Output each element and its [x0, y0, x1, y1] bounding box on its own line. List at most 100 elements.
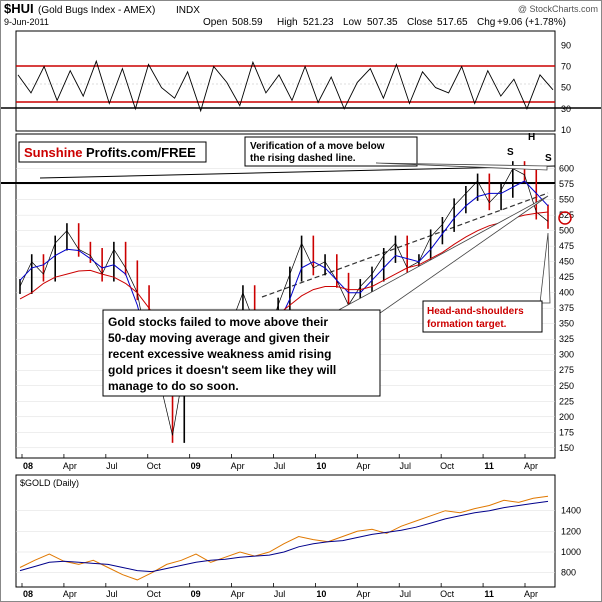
hui-tick-label: 600	[559, 164, 574, 174]
target-line-2: formation target.	[427, 319, 507, 330]
logo-frame	[18, 141, 207, 163]
low-value: 507.35	[367, 17, 398, 28]
hui-x-tick-label: Apr	[356, 461, 370, 471]
target-box	[422, 300, 543, 333]
gold-x-tick-label: Apr	[63, 589, 77, 599]
gold-tick-label: 1200	[561, 526, 581, 536]
gold-x-tick-label: 11	[484, 589, 494, 599]
gold-tick-label: 1000	[561, 547, 581, 557]
gold-ma-line	[19, 500, 549, 573]
hui-x-tick-label: Jul	[274, 461, 286, 471]
hui-tick-label: 375	[559, 303, 574, 313]
hui-tick-label: 550	[559, 195, 574, 205]
target-circle-marker	[558, 211, 572, 225]
target-pointer	[539, 232, 551, 304]
logo-profits: Profits.com/FREE	[86, 145, 196, 160]
verification-line-2: the rising dashed line.	[250, 153, 356, 164]
rsi-tick-label: 50	[561, 83, 571, 93]
hui-price-axis: 150 175 200 225 250 275 300 325 350 375 400 425 450 4…	[559, 164, 574, 453]
gold-grid	[16, 510, 555, 573]
gold-x-tick-label: 08	[23, 589, 33, 599]
gold-panel-title: $GOLD (Daily)	[20, 478, 79, 488]
hui-tick-label: 425	[559, 272, 574, 282]
watermark: @ StockCharts.com	[518, 4, 598, 14]
hui-x-tick-label: Oct	[440, 461, 455, 471]
gold-stocks-line-5: manage to do so soon.	[108, 379, 239, 393]
gold-x-tick-label: Apr	[231, 589, 245, 599]
low-label: Low	[343, 17, 362, 28]
gold-x-tick-label: 10	[316, 589, 326, 599]
rsi-axis: 10 30 50 70 90	[561, 40, 571, 135]
hui-x-tick-label: Jul	[106, 461, 118, 471]
logo-sunshine: Sunshine	[24, 145, 83, 160]
hui-tick-label: 400	[559, 288, 574, 298]
gold-x-tick-label: Oct	[440, 589, 455, 599]
hui-time-axis: 08 Apr Jul Oct 09 Apr Jul 10 Apr Jul Oct 11 Apr	[21, 454, 538, 471]
gold-stocks-line-3: recent excessive weakness amid rising	[108, 347, 331, 361]
hui-tick-label: 325	[559, 334, 574, 344]
hui-x-tick-label: 08	[23, 461, 33, 471]
hui-x-tick-label: Apr	[63, 461, 77, 471]
gold-stocks-line-4: gold prices it doesn't seem like they wi…	[108, 363, 336, 377]
chg-label: Chg	[477, 17, 495, 28]
gold-x-tick-label: Jul	[106, 589, 118, 599]
resistance-line-rising	[39, 165, 556, 179]
rising-dashed-trendline	[261, 192, 549, 298]
header-date: 9-Jun-2011	[4, 17, 49, 27]
gold-x-tick-label: Apr	[356, 589, 370, 599]
header-name: (Gold Bugs Index - AMEX)	[38, 5, 155, 16]
verification-pointer	[375, 162, 548, 171]
hui-tick-label: 200	[559, 412, 574, 422]
hui-x-tick-label: Oct	[147, 461, 162, 471]
hui-x-tick-label: Apr	[524, 461, 538, 471]
hui-price-line	[19, 168, 549, 436]
open-value: 508.59	[232, 17, 263, 28]
gold-tick-label: 800	[561, 568, 576, 578]
hui-tick-label: 575	[559, 179, 574, 189]
hs-head-label: H	[528, 132, 535, 143]
hui-tick-label: 275	[559, 365, 574, 375]
gold-tick-label: 1400	[561, 506, 581, 516]
verification-line-1: Verification of a move below	[250, 141, 385, 152]
hui-tick-label: 250	[559, 381, 574, 391]
hui-tick-label: 500	[559, 226, 574, 236]
hui-tick-label: 175	[559, 427, 574, 437]
rsi-series	[17, 59, 554, 113]
header-exchange: INDX	[176, 5, 200, 16]
hui-tick-label: 450	[559, 257, 574, 267]
header-symbol: $HUI	[4, 1, 34, 16]
hui-x-tick-label: Jul	[399, 461, 411, 471]
gold-series	[19, 495, 549, 581]
hui-x-tick-label: 11	[484, 461, 494, 471]
gold-stocks-callout: Gold stocks failed to move above their 5…	[102, 195, 549, 397]
hui-panel-frame	[15, 133, 556, 459]
gold-price-line	[19, 495, 549, 581]
rsi-tick-label: 30	[561, 104, 571, 114]
gold-x-tick-label: Apr	[524, 589, 538, 599]
target-callout: Head-and-shoulders formation target.	[422, 211, 572, 333]
hui-x-tick-label: 09	[191, 461, 201, 471]
rsi-tick-label: 10	[561, 125, 571, 135]
sunshine-profits-logo: Sunshine Profits.com/FREE	[18, 141, 207, 163]
close-label: Close	[407, 17, 433, 28]
rsi-tick-label: 70	[561, 61, 571, 71]
open-label: Open	[203, 17, 227, 28]
hui-tick-label: 475	[559, 241, 574, 251]
gold-x-tick-label: Jul	[274, 589, 286, 599]
high-label: High	[277, 17, 298, 28]
gold-x-tick-label: Oct	[147, 589, 162, 599]
hs-right-shoulder-label: S	[545, 153, 552, 164]
hs-left-shoulder-label: S	[507, 147, 514, 158]
hui-tick-label: 150	[559, 443, 574, 453]
gold-time-axis: 08 Apr Jul Oct 09 Apr Jul 10 Apr Jul Oct 11 Apr	[21, 583, 538, 599]
rsi-panel-frame	[15, 30, 556, 132]
hui-x-tick-label: Apr	[231, 461, 245, 471]
high-value: 521.23	[303, 17, 334, 28]
gold-panel-frame	[15, 474, 556, 588]
hui-tick-label: 525	[559, 210, 574, 220]
hui-x-tick-label: 10	[316, 461, 326, 471]
hui-tick-label: 350	[559, 319, 574, 329]
close-value: 517.65	[437, 17, 468, 28]
gold-stocks-line-1: Gold stocks failed to move above their	[108, 315, 328, 329]
